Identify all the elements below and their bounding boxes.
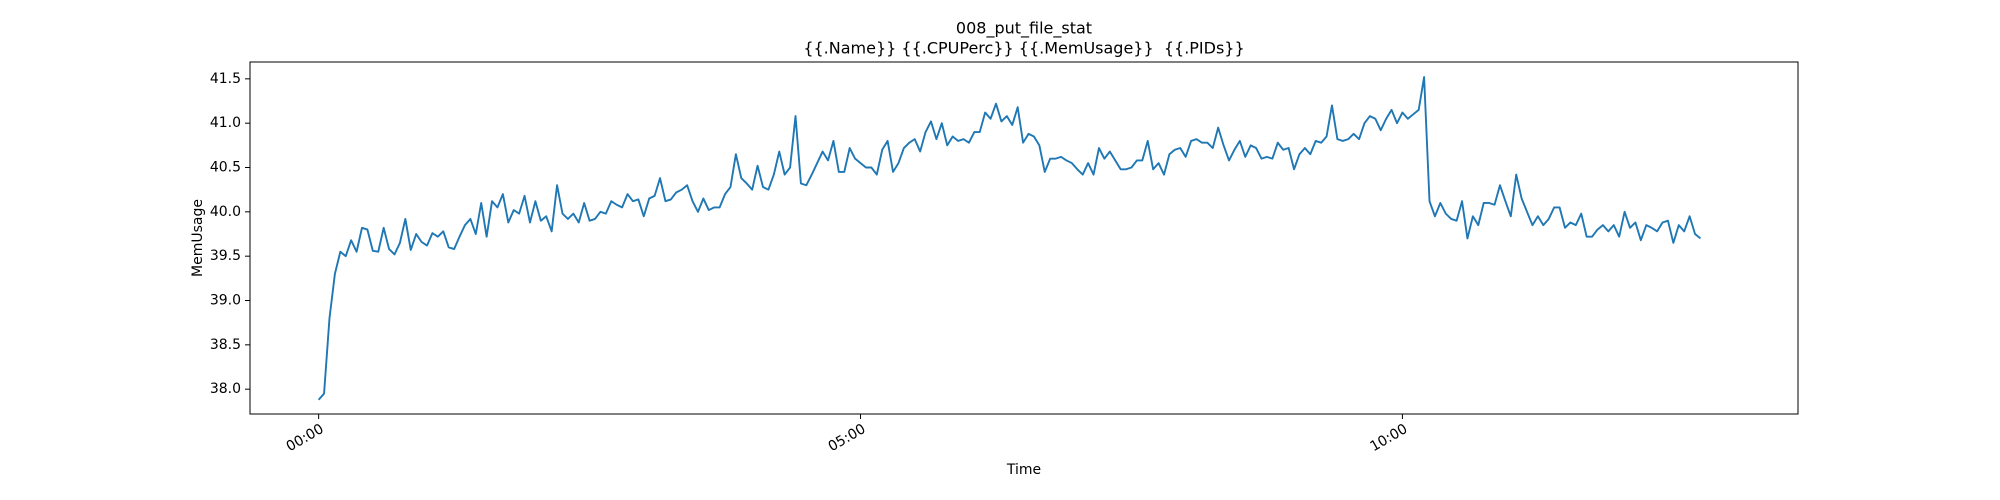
chart-subtitle: {{.Name}} {{.CPUPerc}} {{.MemUsage}} {{.… bbox=[803, 39, 1244, 58]
y-tick-label: 39.5 bbox=[210, 248, 241, 264]
x-axis-label: Time bbox=[1006, 462, 1041, 478]
data-line bbox=[317, 76, 1702, 401]
x-tick-label: 10:00 bbox=[1367, 421, 1410, 455]
x-tick-label: 05:00 bbox=[826, 421, 869, 455]
y-tick-label: 40.5 bbox=[210, 160, 241, 176]
x-tick-label: 00:00 bbox=[284, 421, 327, 455]
y-tick-label: 38.0 bbox=[210, 381, 241, 397]
y-tick-label: 40.0 bbox=[210, 204, 241, 220]
y-axis-label: MemUsage bbox=[190, 199, 206, 277]
y-tick-label: 39.0 bbox=[210, 293, 241, 309]
y-tick-label: 38.5 bbox=[210, 337, 241, 353]
chart-title: 008_put_file_stat bbox=[956, 19, 1092, 39]
y-tick-label: 41.0 bbox=[210, 115, 241, 131]
plot-frame bbox=[249, 61, 1799, 415]
y-tick-label: 41.5 bbox=[210, 71, 241, 87]
